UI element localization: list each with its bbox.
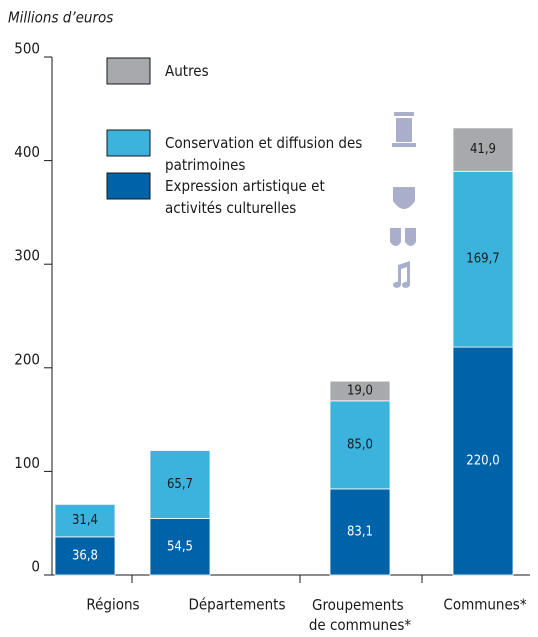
bar-segment [54, 503, 116, 538]
value-label: 85,0 [347, 437, 373, 452]
bar-segment [452, 127, 514, 172]
value-label: 31,4 [72, 513, 98, 528]
icon [396, 118, 412, 142]
value-label: 169,7 [466, 252, 499, 267]
icon [390, 228, 416, 246]
value-label: 54,5 [167, 539, 193, 554]
bar-segment [452, 346, 514, 576]
y-tick-label: 400 [14, 143, 40, 161]
legend-swatch [106, 57, 151, 85]
icon [393, 187, 415, 209]
value-label: 19,0 [347, 384, 373, 399]
value-label: 41,9 [470, 142, 496, 157]
legend-label: Autres [165, 62, 209, 80]
x-tick-label: Communes* [443, 596, 526, 614]
value-label: 83,1 [347, 524, 373, 539]
icon [392, 143, 416, 147]
bar-segment [149, 450, 211, 519]
icon [394, 112, 414, 116]
bar-segment [149, 518, 211, 576]
y-tick-label: 500 [14, 40, 40, 58]
y-axis-label: Millions d’euros [8, 9, 113, 27]
bar-segment [452, 170, 514, 348]
legend-swatch [106, 172, 151, 200]
legend-swatch [106, 129, 151, 157]
value-label: 36,8 [72, 548, 98, 563]
y-tick-label: 200 [14, 350, 40, 368]
icon [393, 261, 410, 288]
y-tick-label: 100 [14, 454, 40, 472]
x-tick-label: Groupements de communes* [309, 596, 412, 634]
bar-segment [329, 488, 391, 576]
value-label: 220,0 [466, 454, 499, 469]
bar-segment [329, 380, 391, 402]
y-tick-label: 0 [31, 558, 40, 576]
y-tick-label: 300 [14, 247, 40, 265]
legend-label: Expression artistique et activités cultu… [165, 177, 325, 217]
x-tick-label: Régions [86, 596, 139, 614]
x-tick-label: Départements [188, 596, 285, 614]
legend-label: Conservation et diffusion des patrimoine… [165, 134, 363, 174]
bar-segment [54, 536, 116, 576]
value-label: 65,7 [167, 477, 193, 492]
